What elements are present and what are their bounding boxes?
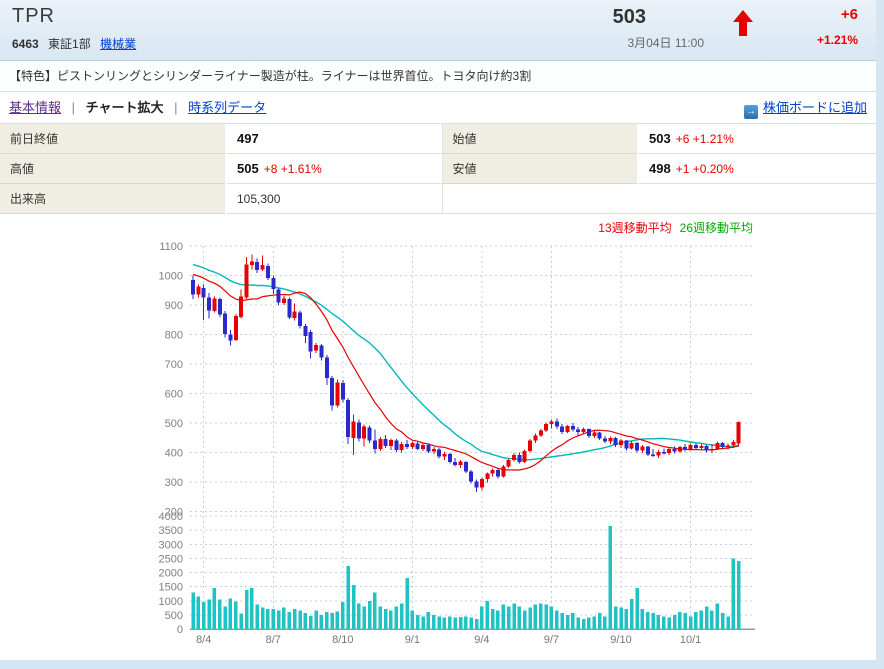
svg-text:9/10: 9/10 (610, 634, 631, 646)
svg-text:8/4: 8/4 (196, 634, 211, 646)
price-column: 503 3月04日 11:00 (544, 6, 704, 51)
candlesticks (191, 254, 741, 493)
ma13-line (192, 273, 739, 471)
svg-text:700: 700 (165, 359, 183, 371)
quote-summary: 503 3月04日 11:00 +6 +1.21% (544, 6, 858, 51)
svg-text:4000: 4000 (159, 511, 183, 523)
stock-code-line: 6463 東証1部 機械業 (12, 35, 136, 52)
chart-legend: 13週移動平均 26週移動平均 (598, 221, 753, 235)
svg-text:1000: 1000 (159, 271, 183, 283)
industry-link[interactable]: 機械業 (100, 37, 137, 51)
svg-text:8/7: 8/7 (266, 634, 281, 646)
change-column: +6 +1.21% (792, 6, 858, 47)
stock-nav: 基本情報 | チャート拡大 | 時系列データ → 株価ボードに追加 (0, 92, 876, 124)
low-value: 498 +1 +0.20% (638, 153, 876, 184)
moving-average-lines (192, 263, 739, 471)
ma26-line (192, 263, 739, 461)
stock-detail-page: TPR 6463 東証1部 機械業 503 3月04日 11:00 +6 +1.… (0, 0, 876, 660)
svg-text:600: 600 (165, 389, 183, 401)
svg-text:9/4: 9/4 (474, 634, 489, 646)
svg-text:400: 400 (165, 448, 183, 460)
current-price: 503 (612, 6, 646, 28)
svg-text:0: 0 (177, 624, 183, 636)
volume-label: 出来高 (0, 183, 227, 214)
svg-text:2000: 2000 (159, 568, 183, 580)
stock-header: TPR 6463 東証1部 機械業 503 3月04日 11:00 +6 +1.… (0, 0, 876, 61)
axis-labels: 200 300 400 500 600 700 800 900 1000 1100 0 500 1000… (159, 241, 702, 646)
svg-text:9/1: 9/1 (405, 634, 420, 646)
nav-separator: | (71, 100, 76, 115)
svg-text:1500: 1500 (159, 582, 183, 594)
svg-text:8/10: 8/10 (332, 634, 353, 646)
quote-table: 前日終値 497 始値 503 +6 +1.21% 高値 505 +8 +1.61%… (0, 124, 876, 214)
table-row: 前日終値 497 始値 503 +6 +1.21% (0, 124, 876, 154)
svg-text:3000: 3000 (159, 539, 183, 551)
nav-chart-enlarge: チャート拡大 (85, 100, 164, 115)
low-label: 安値 (442, 153, 639, 184)
add-to-price-board-link[interactable]: → 株価ボードに追加 (743, 100, 867, 119)
svg-text:200: 200 (165, 507, 183, 519)
svg-text:2500: 2500 (159, 553, 183, 565)
stock-code: 6463 (12, 37, 39, 51)
prev-close-label: 前日終値 (0, 124, 227, 154)
stock-name: TPR (12, 5, 55, 27)
high-label: 高値 (0, 153, 227, 184)
svg-text:800: 800 (165, 330, 183, 342)
svg-text:500: 500 (165, 418, 183, 430)
stock-identity: TPR 6463 東証1部 機械業 (12, 5, 136, 52)
price-change: +6 (840, 6, 858, 23)
nav-basic-info[interactable]: 基本情報 (9, 100, 62, 115)
price-volume-chart: 200 300 400 500 600 700 800 900 1000 1100 0 500 1000… (0, 214, 876, 660)
volume-bars (191, 525, 741, 629)
table-row: 出来高 105,300 (0, 183, 876, 214)
nav-separator: | (174, 100, 178, 115)
svg-text:3500: 3500 (159, 525, 183, 537)
up-arrow-icon (732, 10, 754, 41)
open-label: 始値 (442, 124, 639, 154)
svg-text:9/7: 9/7 (544, 634, 559, 646)
price-change-percent: +1.21% (816, 33, 858, 47)
stock-chart-svg: 200 300 400 500 600 700 800 900 1000 1100 0 500 1000… (159, 221, 755, 646)
svg-text:500: 500 (165, 610, 183, 622)
add-arrow-icon: → (743, 105, 758, 119)
svg-text:1000: 1000 (159, 596, 183, 608)
svg-text:900: 900 (165, 300, 183, 312)
svg-text:300: 300 (165, 477, 183, 489)
chart-grid (190, 245, 755, 630)
volume-value: 105,300 (226, 183, 443, 214)
svg-text:1100: 1100 (159, 241, 183, 253)
company-feature: 【特色】ピストンリングとシリンダーライナー製造が柱。ライナーは世界首位。トヨタ向… (0, 61, 876, 92)
prev-close-value: 497 (226, 124, 443, 154)
table-row: 高値 505 +8 +1.61% 安値 498 +1 +0.20% (0, 153, 876, 184)
quote-datetime: 3月04日 11:00 (627, 36, 705, 50)
stock-market: 東証1部 (48, 37, 91, 51)
nav-time-series[interactable]: 時系列データ (188, 100, 267, 115)
open-value: 503 +6 +1.21% (638, 124, 876, 154)
svg-text:10/1: 10/1 (680, 634, 701, 646)
high-value: 505 +8 +1.61% (226, 153, 443, 184)
empty-cell (442, 183, 876, 214)
